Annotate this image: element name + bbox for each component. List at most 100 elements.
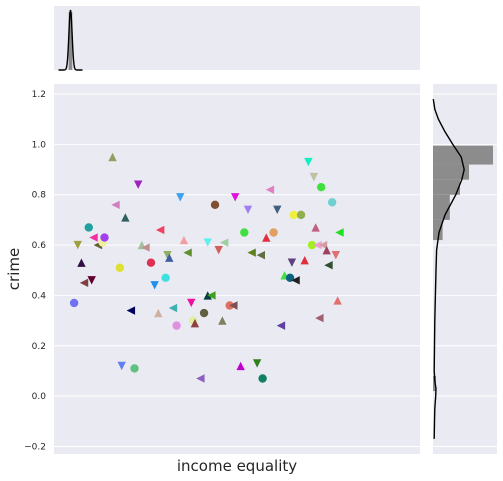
scatter-point (117, 361, 126, 371)
right-density-curve (432, 98, 465, 439)
scatter-point (335, 228, 344, 237)
scatter-point (168, 303, 178, 313)
scatter-point (130, 364, 139, 373)
y-tick-label: 1.2 (32, 90, 46, 100)
scatter-point (327, 198, 337, 207)
scatter-point (269, 228, 278, 237)
y-tick-label: 0.2 (32, 342, 46, 352)
scatter-point (163, 250, 172, 260)
scatter-point (69, 298, 79, 308)
scatter-point (309, 172, 319, 182)
scatter-point (247, 248, 256, 257)
scatter-point (141, 243, 150, 252)
scatter-point (316, 182, 326, 192)
scatter-point (318, 240, 328, 250)
scatter-point (236, 361, 245, 371)
y-tick-label: 1.0 (32, 140, 47, 150)
scatter-point (207, 291, 216, 300)
scatter-point (199, 308, 209, 318)
scatter-point (324, 261, 333, 270)
scatter-point (161, 273, 170, 283)
y-tick-label: 0.6 (32, 241, 47, 251)
scatter-point (304, 157, 313, 167)
y-tick-label: 0.0 (32, 392, 47, 402)
scatter-point (196, 374, 205, 383)
scatter-point (133, 180, 143, 189)
scatter-point (146, 258, 156, 267)
scatter-point (229, 301, 238, 310)
scatter-point (154, 308, 163, 318)
scatter-point (100, 233, 109, 242)
right-histogram-bar (433, 194, 450, 220)
scatter-point (108, 152, 117, 162)
scatter-point (331, 250, 341, 260)
y-tick-label: −0.2 (24, 442, 46, 452)
y-tick-labels: −0.2 0.0 0.2 0.4 0.6 0.8 1.0 1.2 (24, 90, 46, 452)
scatter-point (287, 258, 297, 267)
scatter-point (313, 240, 322, 250)
scatter-point (176, 193, 185, 202)
scatter-point (121, 213, 130, 222)
scatter-point (165, 253, 174, 262)
scatter-point (289, 210, 298, 220)
top-density-curve (58, 9, 83, 71)
scatter-point (77, 258, 86, 267)
x-axis-label: income equality (177, 457, 297, 475)
scatter-point (214, 245, 223, 255)
scatter-point (276, 321, 286, 330)
scatter-point (89, 233, 98, 242)
scatter-point (240, 228, 249, 237)
scatter-point (126, 306, 136, 315)
scatter-point (183, 248, 192, 257)
right-marginal-plot (432, 98, 493, 439)
scatter-point (87, 276, 96, 285)
scatter-point (190, 318, 200, 328)
scatter-point (115, 263, 125, 272)
top-marginal-plot (58, 9, 83, 71)
y-tick-label: 0.8 (32, 191, 47, 201)
scatter-point (262, 233, 271, 242)
scatter-point (150, 281, 159, 290)
scatter-point (219, 238, 229, 247)
top-marginal-panel (54, 6, 420, 70)
scatter-point (296, 210, 306, 220)
right-histogram-bar (433, 219, 443, 241)
scatter-point (256, 250, 265, 260)
right-histogram-bar (433, 145, 493, 165)
scatter-point (265, 185, 275, 194)
scatter-point (230, 193, 240, 202)
scatter-point (243, 205, 253, 215)
scatter-point (333, 296, 342, 305)
scatter-point (172, 321, 181, 330)
scatter-points (69, 152, 344, 383)
scatter-point (179, 235, 189, 245)
scatter-point (258, 374, 267, 383)
top-histogram-bar (68, 12, 73, 70)
scatter-point (218, 316, 227, 325)
scatter-point (73, 240, 82, 250)
scatter-point (273, 205, 282, 215)
scatter-point (84, 223, 93, 232)
right-marginal-gridlines (433, 93, 497, 447)
right-histogram-bar (433, 164, 469, 180)
scatter-point (315, 313, 324, 323)
scatter-point (322, 245, 331, 255)
right-histogram-bar (433, 179, 460, 195)
right-marginal-panel (433, 84, 497, 454)
y-axis-label: crime (5, 248, 23, 290)
scatter-point (285, 273, 295, 283)
main-plot-panel (54, 84, 420, 454)
scatter-point (252, 359, 262, 368)
scatter-point (291, 276, 300, 285)
scatter-point (79, 278, 89, 288)
scatter-point (203, 238, 212, 247)
scatter-point (155, 225, 165, 235)
scatter-point (187, 298, 196, 308)
scatter-point (307, 240, 317, 250)
scatter-point (210, 200, 220, 210)
scatter-point (300, 255, 309, 265)
y-tick-label: 0.4 (32, 291, 47, 301)
scatter-point (311, 223, 320, 232)
scatter-point (111, 200, 120, 210)
